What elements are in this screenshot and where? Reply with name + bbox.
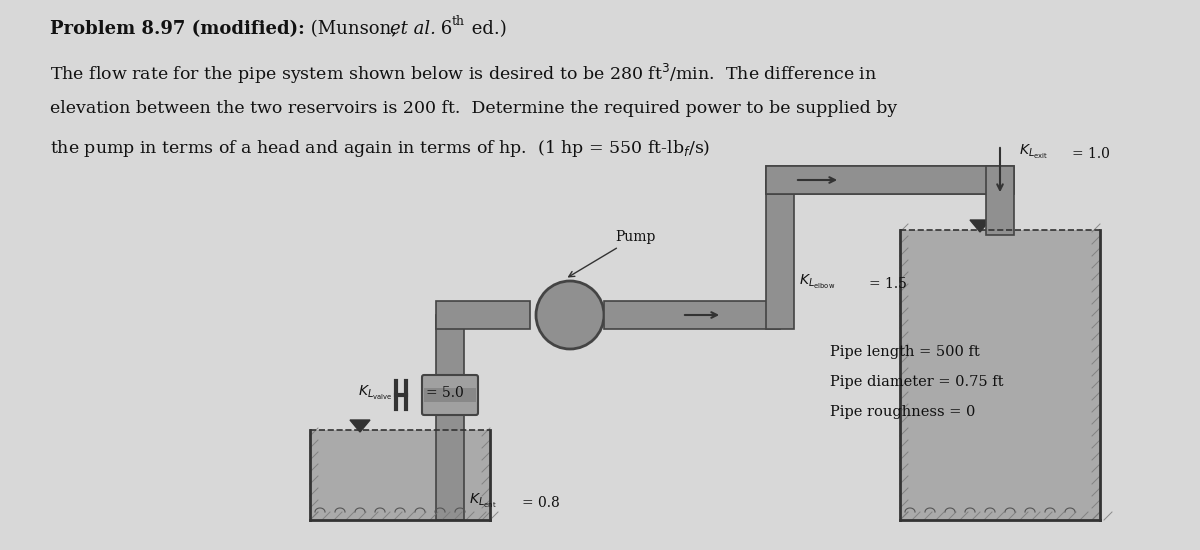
Text: et al.: et al. <box>390 20 436 38</box>
Text: Problem 8.97 (modified):: Problem 8.97 (modified): <box>50 20 305 38</box>
Text: $K_{L_{\rm elbow}}$: $K_{L_{\rm elbow}}$ <box>799 273 835 291</box>
Ellipse shape <box>536 281 604 349</box>
Text: Pipe diameter = 0.75 ft: Pipe diameter = 0.75 ft <box>830 375 1003 389</box>
Text: = 0.8: = 0.8 <box>522 496 559 510</box>
Text: The flow rate for the pipe system shown below is desired to be 280 ft$^3$/min.  : The flow rate for the pipe system shown … <box>50 62 877 86</box>
Text: Pipe length = 500 ft: Pipe length = 500 ft <box>830 345 979 359</box>
Text: Pipe roughness = 0: Pipe roughness = 0 <box>830 405 976 419</box>
Bar <box>766 166 1014 194</box>
Bar <box>604 301 780 329</box>
Bar <box>424 388 476 402</box>
Bar <box>436 315 464 520</box>
Text: = 1.5: = 1.5 <box>869 277 907 291</box>
Bar <box>986 166 1014 235</box>
Text: = 1.0: = 1.0 <box>1072 147 1110 161</box>
Bar <box>900 230 1100 520</box>
FancyBboxPatch shape <box>422 375 478 415</box>
Text: th: th <box>452 15 466 28</box>
Text: the pump in terms of a head and again in terms of hp.  (1 hp = 550 ft-lb$_f$/s): the pump in terms of a head and again in… <box>50 138 710 159</box>
Polygon shape <box>970 220 990 232</box>
Polygon shape <box>350 420 370 432</box>
Text: 6: 6 <box>436 20 452 38</box>
Bar <box>766 291 794 329</box>
Bar <box>766 180 794 329</box>
Text: $K_{L_{\rm valve}}$: $K_{L_{\rm valve}}$ <box>358 384 392 402</box>
Text: $K_{L_{\rm exit}}$: $K_{L_{\rm exit}}$ <box>1019 143 1048 161</box>
Bar <box>436 301 474 329</box>
Bar <box>766 166 1000 194</box>
Bar <box>310 430 490 520</box>
Text: = 5.0: = 5.0 <box>426 386 463 400</box>
Text: elevation between the two reservoirs is 200 ft.  Determine the required power to: elevation between the two reservoirs is … <box>50 100 898 117</box>
Text: ed.): ed.) <box>466 20 506 38</box>
Text: $K_{L_{\rm ent}}$: $K_{L_{\rm ent}}$ <box>469 492 497 510</box>
Text: (Munson,: (Munson, <box>305 20 403 38</box>
Text: Pump: Pump <box>569 230 655 277</box>
Bar <box>436 301 530 329</box>
